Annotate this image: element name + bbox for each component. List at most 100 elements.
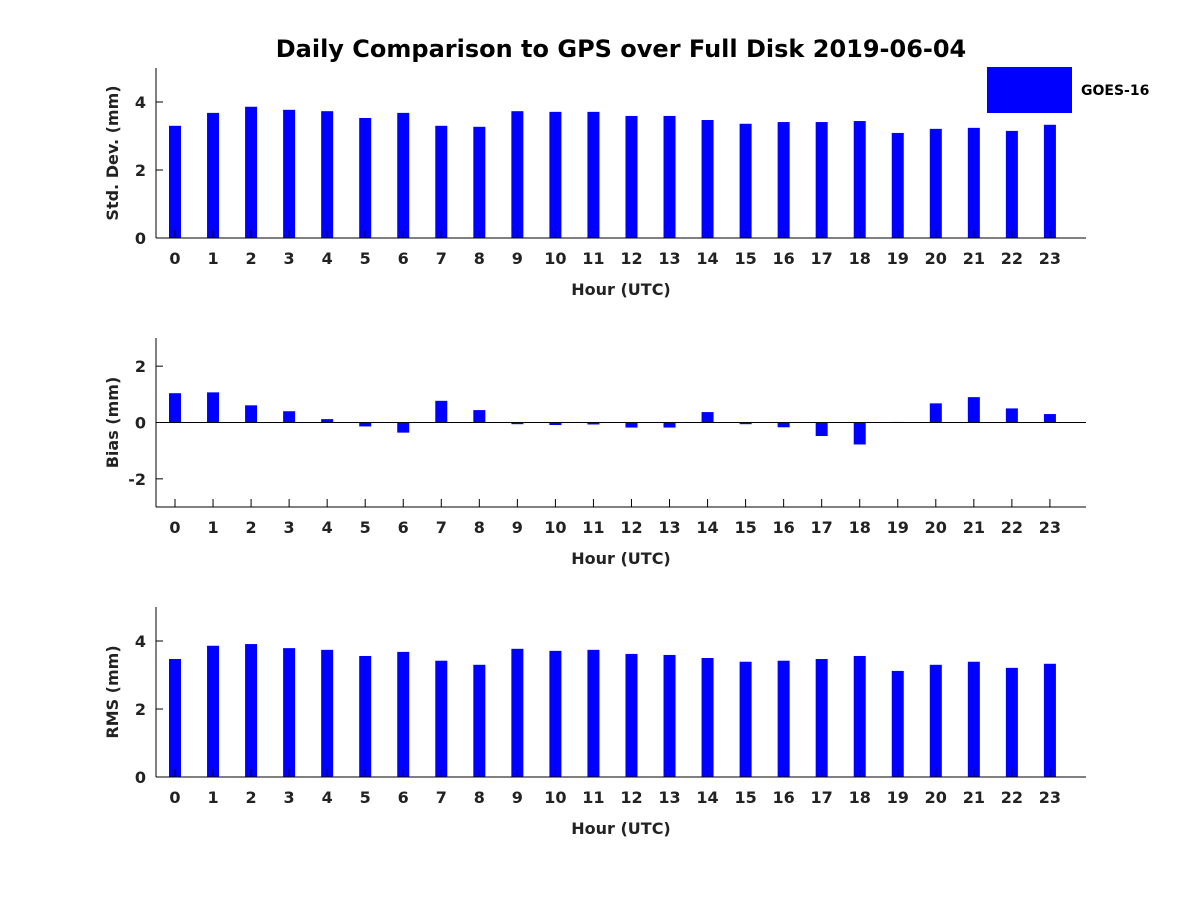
std-dev-bar-6: [397, 112, 410, 238]
bias-x-tick-label: 4: [322, 518, 333, 537]
bias-y-tick-label: -2: [128, 470, 146, 489]
rms-x-tick-label: 23: [1039, 788, 1061, 807]
bias-x-tick-label: 19: [887, 518, 909, 537]
rms-x-tick-label: 17: [811, 788, 833, 807]
std-dev-bar-14: [701, 120, 714, 238]
bias-y-axis-label: Bias (mm): [103, 377, 122, 469]
rms-x-tick-label: 0: [169, 788, 180, 807]
std-dev-x-tick-label: 18: [849, 249, 871, 268]
std-dev-x-tick-label: 9: [512, 249, 523, 268]
std-dev-bar-22: [1005, 130, 1018, 238]
rms-bar-5: [359, 655, 372, 777]
bias-x-tick-label: 18: [849, 518, 871, 537]
rms-x-tick-label: 10: [544, 788, 566, 807]
rms-x-tick-label: 1: [207, 788, 218, 807]
bias-x-tick-label: 5: [360, 518, 371, 537]
std-dev-bar-11: [587, 111, 600, 238]
std-dev-x-tick-label: 12: [620, 249, 642, 268]
bias-x-tick-label: 0: [169, 518, 180, 537]
std-dev-bar-15: [739, 123, 752, 238]
bias-bar-12: [625, 422, 638, 428]
std-dev-x-tick-label: 15: [734, 249, 756, 268]
rms-y-tick-label: 2: [135, 700, 146, 719]
std-dev-x-tick-label: 22: [1001, 249, 1023, 268]
std-dev-bar-17: [815, 122, 828, 238]
bias-bar-3: [283, 411, 296, 423]
rms-y-axis-label: RMS (mm): [103, 645, 122, 738]
bias-x-tick-label: 13: [658, 518, 680, 537]
bias-bar-16: [777, 422, 790, 428]
rms-x-axis-label: Hour (UTC): [571, 819, 671, 838]
std-dev-x-tick-label: 11: [582, 249, 604, 268]
rms-bar-17: [815, 659, 828, 777]
rms-bar-4: [321, 649, 334, 777]
std-dev-bar-2: [245, 106, 258, 238]
std-dev-x-tick-label: 20: [925, 249, 947, 268]
std-dev-bar-9: [511, 111, 524, 238]
bias-x-tick-label: 10: [544, 518, 566, 537]
bias-bar-0: [169, 393, 181, 423]
rms-bar-20: [929, 664, 942, 777]
bias-x-tick-label: 2: [246, 518, 257, 537]
std-dev-bar-12: [625, 115, 638, 238]
bias-bar-23: [1043, 414, 1056, 423]
bias-bar-11: [587, 422, 600, 425]
bias-bar-20: [929, 403, 942, 423]
std-dev-y-axis-label: Std. Dev. (mm): [103, 85, 122, 220]
rms-bar-3: [283, 648, 296, 777]
bias-bar-14: [701, 412, 714, 423]
rms-x-tick-label: 21: [963, 788, 985, 807]
bias-x-axis-label: Hour (UTC): [571, 549, 671, 568]
rms-x-tick-label: 18: [849, 788, 871, 807]
std-dev-bar-7: [435, 125, 448, 238]
rms-bar-13: [663, 654, 676, 777]
rms-bar-18: [853, 655, 866, 777]
std-dev-x-tick-label: 8: [474, 249, 485, 268]
bias-x-tick-label: 14: [696, 518, 718, 537]
legend: GOES-16: [987, 67, 1149, 113]
rms-y-tick-label: 4: [135, 632, 146, 651]
rms-x-tick-label: 2: [246, 788, 257, 807]
bias-bar-1: [207, 392, 220, 423]
std-dev-x-tick-label: 7: [436, 249, 447, 268]
std-dev-bar-0: [169, 125, 181, 238]
std-dev-x-tick-label: 17: [811, 249, 833, 268]
legend-swatch: [987, 67, 1072, 113]
std-dev-bar-19: [891, 132, 904, 238]
bias-x-tick-label: 3: [284, 518, 295, 537]
rms-x-tick-label: 8: [474, 788, 485, 807]
bias-x-tick-label: 16: [773, 518, 795, 537]
std-dev-x-tick-label: 23: [1039, 249, 1061, 268]
bias-bar-18: [853, 422, 866, 445]
std-dev-bar-23: [1043, 124, 1056, 238]
rms-x-tick-label: 15: [734, 788, 756, 807]
std-dev-x-tick-label: 3: [284, 249, 295, 268]
rms-bar-1: [207, 645, 220, 777]
bias-bar-21: [967, 397, 980, 423]
std-dev-bar-8: [473, 126, 486, 238]
std-dev-x-tick-label: 13: [658, 249, 680, 268]
rms-x-tick-label: 22: [1001, 788, 1023, 807]
std-dev-bar-4: [321, 111, 334, 238]
rms-bar-11: [587, 649, 600, 777]
rms-bar-23: [1043, 663, 1056, 777]
std-dev-x-tick-label: 16: [773, 249, 795, 268]
bias-x-tick-label: 20: [925, 518, 947, 537]
legend-label: GOES-16: [1081, 83, 1149, 99]
std-dev-bar-20: [929, 128, 942, 238]
rms-x-tick-label: 4: [322, 788, 333, 807]
bias-x-tick-label: 15: [734, 518, 756, 537]
bias-x-tick-label: 17: [811, 518, 833, 537]
std-dev-x-tick-label: 21: [963, 249, 985, 268]
bias-bar-7: [435, 400, 448, 423]
rms-y-tick-label: 0: [135, 768, 146, 787]
std-dev-x-tick-label: 5: [360, 249, 371, 268]
bias-x-tick-label: 21: [963, 518, 985, 537]
std-dev-bar-13: [663, 115, 676, 238]
rms-bar-12: [625, 653, 638, 777]
bias-bar-2: [245, 405, 258, 423]
rms-bar-16: [777, 660, 790, 777]
